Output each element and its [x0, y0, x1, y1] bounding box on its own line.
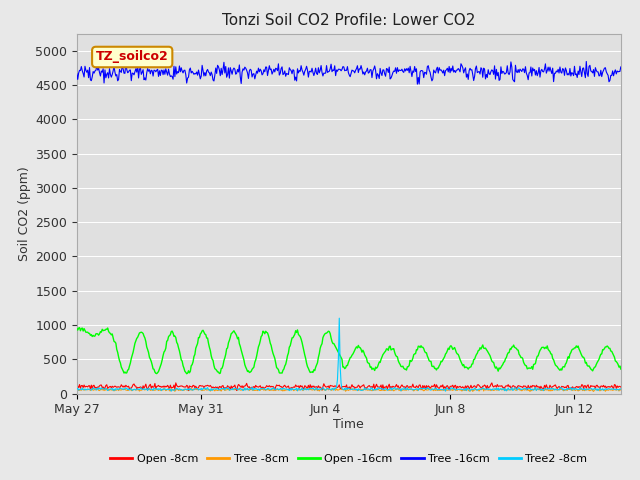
Text: TZ_soilco2: TZ_soilco2 — [96, 50, 168, 63]
Legend: Open -8cm, Tree -8cm, Open -16cm, Tree -16cm, Tree2 -8cm: Open -8cm, Tree -8cm, Open -16cm, Tree -… — [106, 450, 592, 468]
Y-axis label: Soil CO2 (ppm): Soil CO2 (ppm) — [18, 166, 31, 261]
Title: Tonzi Soil CO2 Profile: Lower CO2: Tonzi Soil CO2 Profile: Lower CO2 — [222, 13, 476, 28]
X-axis label: Time: Time — [333, 418, 364, 431]
